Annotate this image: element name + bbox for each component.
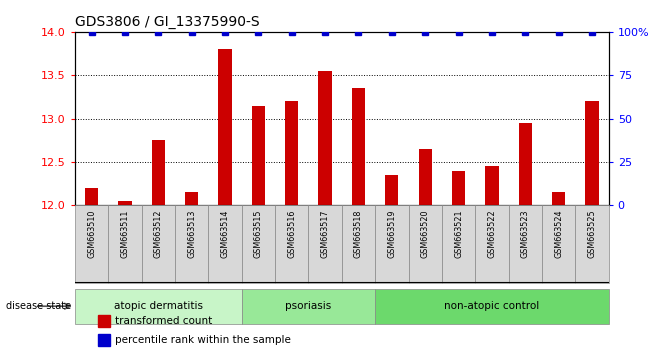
Bar — [508, 205, 542, 283]
Text: GSM663518: GSM663518 — [354, 209, 363, 258]
Bar — [142, 205, 175, 283]
Text: atopic dermatitis: atopic dermatitis — [114, 301, 202, 311]
Text: GSM663515: GSM663515 — [254, 209, 263, 258]
Bar — [85, 188, 98, 205]
Bar — [152, 140, 165, 205]
Bar — [75, 205, 108, 283]
Bar — [342, 205, 375, 283]
Bar — [75, 289, 242, 324]
Bar — [542, 205, 575, 283]
Bar — [98, 334, 110, 346]
Text: psoriasis: psoriasis — [285, 301, 331, 311]
Bar — [218, 49, 232, 205]
Bar — [475, 205, 508, 283]
Bar — [309, 205, 342, 283]
Bar — [409, 205, 442, 283]
Text: percentile rank within the sample: percentile rank within the sample — [115, 335, 291, 345]
Bar — [252, 105, 265, 205]
Text: GSM663520: GSM663520 — [421, 209, 430, 258]
Bar — [452, 171, 465, 205]
Text: disease state: disease state — [7, 301, 72, 311]
Text: GSM663519: GSM663519 — [387, 209, 396, 258]
Text: transformed count: transformed count — [115, 316, 212, 326]
Bar — [242, 289, 375, 324]
Text: GDS3806 / GI_13375990-S: GDS3806 / GI_13375990-S — [75, 16, 260, 29]
Bar — [285, 101, 298, 205]
Bar — [375, 205, 409, 283]
Bar — [485, 166, 499, 205]
Bar — [442, 205, 475, 283]
Bar — [185, 192, 199, 205]
Bar — [352, 88, 365, 205]
Bar — [118, 201, 132, 205]
Bar — [519, 123, 532, 205]
Bar — [242, 205, 275, 283]
Text: non-atopic control: non-atopic control — [444, 301, 540, 311]
Bar — [208, 205, 242, 283]
Text: GSM663517: GSM663517 — [320, 209, 329, 258]
Bar — [419, 149, 432, 205]
Bar — [385, 175, 398, 205]
Text: GSM663516: GSM663516 — [287, 209, 296, 258]
Text: GSM663523: GSM663523 — [521, 209, 530, 258]
Bar — [108, 205, 142, 283]
Bar — [318, 71, 332, 205]
Text: GSM663521: GSM663521 — [454, 209, 463, 258]
Text: GSM663522: GSM663522 — [488, 209, 497, 258]
Bar — [98, 315, 110, 327]
Text: GSM663525: GSM663525 — [587, 209, 596, 258]
Bar — [275, 205, 309, 283]
Text: GSM663510: GSM663510 — [87, 209, 96, 258]
Text: GSM663524: GSM663524 — [554, 209, 563, 258]
Text: GSM663513: GSM663513 — [187, 209, 196, 258]
Bar — [575, 205, 609, 283]
Text: GSM663512: GSM663512 — [154, 209, 163, 258]
Bar — [552, 192, 565, 205]
Text: GSM663511: GSM663511 — [120, 209, 130, 258]
Bar — [375, 289, 609, 324]
Bar — [585, 101, 599, 205]
Text: GSM663514: GSM663514 — [221, 209, 230, 258]
Bar — [175, 205, 208, 283]
